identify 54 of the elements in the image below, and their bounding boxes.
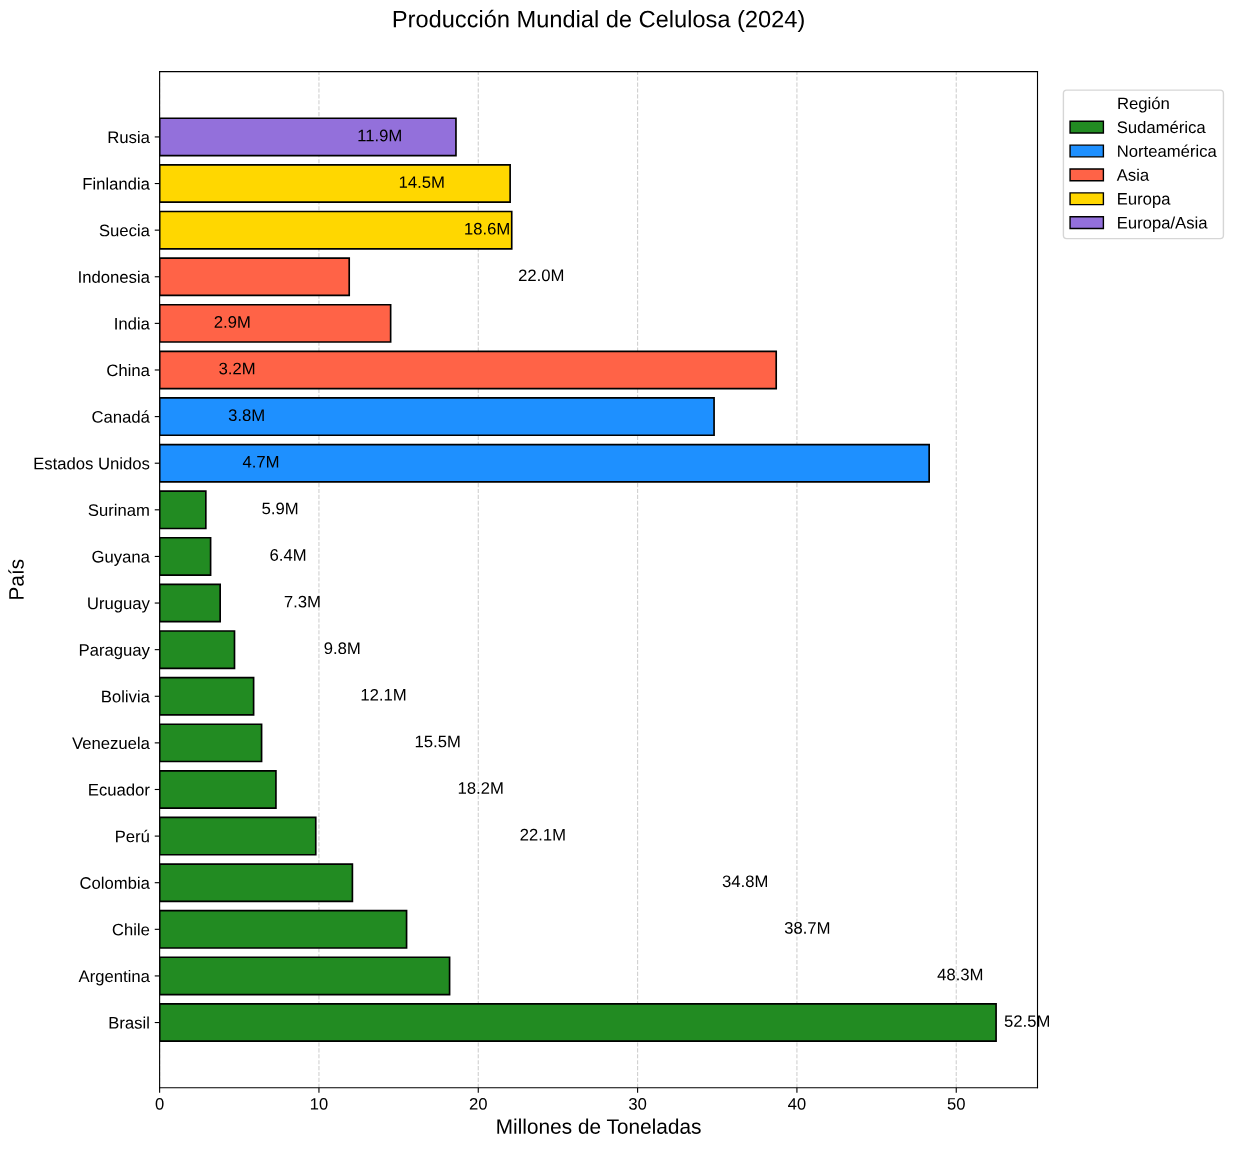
y-tick-label: Guyana bbox=[92, 550, 150, 566]
y-tick-label: Canadá bbox=[92, 410, 150, 423]
annotation: 18.6M bbox=[465, 222, 509, 235]
y-tick-label: Venezuela bbox=[72, 736, 150, 750]
annotation: 3.8M bbox=[228, 409, 264, 422]
x-tick-label: 40 bbox=[788, 1097, 806, 1110]
annotation: 5.9M bbox=[262, 502, 298, 515]
y-tick-label: Ecuador bbox=[89, 783, 150, 796]
y-tick-label: India bbox=[115, 317, 150, 330]
chart-title: Producción Mundial de Celulosa (2024) bbox=[393, 9, 804, 33]
y-tick-label: Surinam bbox=[88, 503, 149, 517]
annotation: 22.0M bbox=[518, 269, 564, 282]
legend-title: Región bbox=[1118, 96, 1169, 113]
y-tick-label: Colombia bbox=[80, 876, 150, 889]
x-tick-label: 50 bbox=[947, 1097, 965, 1110]
y-tick-label: Argentina bbox=[78, 969, 150, 986]
annotation: 6.4M bbox=[270, 549, 306, 561]
annotation: 48.3M bbox=[937, 968, 983, 981]
y-tick-label: Perú bbox=[116, 829, 149, 843]
y-tick-label: Bolivia bbox=[102, 690, 150, 703]
y-tick-label: Rusia bbox=[108, 130, 150, 144]
legend-label: Sudamérica bbox=[1117, 120, 1206, 134]
y-axis-title: País bbox=[8, 559, 24, 599]
x-tick-label: 30 bbox=[628, 1097, 647, 1110]
annotation: 38.7M bbox=[784, 921, 830, 934]
annotation: 12.1M bbox=[361, 688, 406, 701]
legend-label: Norteamérica bbox=[1118, 144, 1217, 158]
x-tick-label: 10 bbox=[310, 1097, 328, 1110]
y-tick-label: Paraguay bbox=[79, 644, 150, 660]
annotation: 7.3M bbox=[284, 595, 320, 608]
annotation: 14.5M bbox=[399, 176, 444, 189]
y-tick-label: Suecia bbox=[99, 224, 150, 237]
legend-label: Europa bbox=[1118, 193, 1171, 209]
annotation: 4.7M bbox=[242, 456, 279, 468]
annotation: 9.8M bbox=[324, 642, 360, 655]
y-tick-label: Brasil bbox=[109, 1016, 149, 1029]
x-axis-title: Millones de Toneladas bbox=[497, 1118, 701, 1134]
y-tick-label: Uruguay bbox=[88, 597, 150, 613]
x-tick-label: 20 bbox=[469, 1097, 487, 1110]
annotation: 22.1M bbox=[520, 828, 565, 841]
x-tick-label: 0 bbox=[155, 1097, 164, 1110]
y-tick-label: Chile bbox=[112, 923, 150, 936]
y-tick-label: Estados Unidos bbox=[34, 457, 150, 470]
annotation: 2.9M bbox=[214, 316, 250, 328]
legend-label: Asia bbox=[1116, 168, 1150, 181]
annotation: 18.2M bbox=[458, 782, 503, 794]
annotation: 11.9M bbox=[358, 129, 401, 142]
y-tick-label: China bbox=[107, 363, 150, 377]
annotation: 34.8M bbox=[722, 875, 767, 888]
y-tick-label: Finlandia bbox=[83, 177, 150, 190]
annotation: 15.5M bbox=[415, 735, 460, 748]
annotation: 3.2M bbox=[219, 362, 255, 375]
legend-label: Europa/Asia bbox=[1118, 216, 1208, 232]
y-tick-label: Indonesia bbox=[79, 270, 150, 283]
